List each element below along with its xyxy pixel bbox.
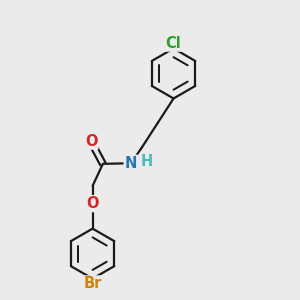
Text: Cl: Cl — [166, 36, 182, 51]
Text: Br: Br — [83, 277, 102, 292]
Text: O: O — [86, 196, 99, 211]
Text: N: N — [125, 156, 137, 171]
Text: O: O — [85, 134, 98, 149]
Text: H: H — [141, 154, 153, 169]
